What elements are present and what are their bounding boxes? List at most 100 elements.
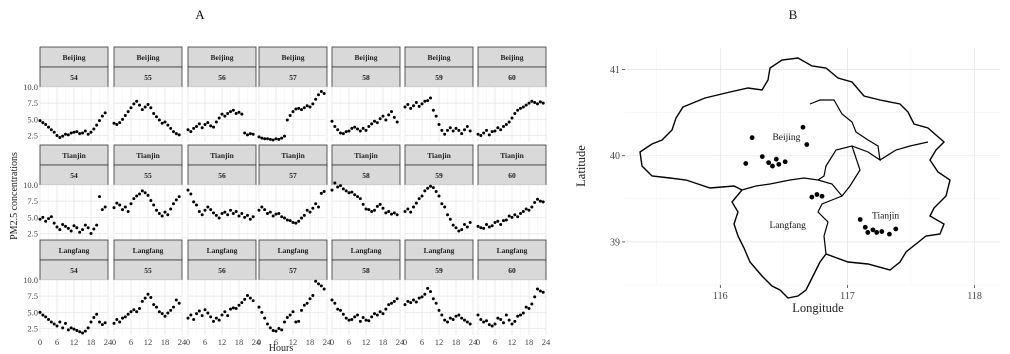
region-label-langfang: Langfang (770, 220, 807, 231)
x-tick-label: 24 (469, 337, 478, 347)
data-point (485, 128, 488, 132)
facet-region-label: Tianjin (62, 151, 86, 160)
data-point (288, 219, 292, 223)
data-point (414, 201, 418, 205)
data-point (446, 320, 449, 324)
data-point (155, 208, 158, 212)
data-point (192, 200, 196, 204)
data-point (115, 123, 119, 127)
x-tick-label: 12 (435, 337, 444, 347)
data-point (330, 119, 334, 123)
data-point (300, 216, 303, 220)
data-point (353, 193, 357, 197)
data-point (69, 131, 73, 135)
data-point (283, 134, 286, 138)
facet-day-label: 60 (508, 73, 516, 82)
data-point (123, 205, 127, 209)
data-point (155, 115, 158, 119)
x-tick-label: 0 (186, 337, 190, 347)
data-point (373, 312, 376, 316)
data-point (248, 217, 252, 221)
data-point (160, 121, 164, 125)
data-point (49, 320, 53, 324)
data-point (426, 286, 430, 290)
data-point (174, 198, 178, 202)
data-point (246, 133, 249, 137)
facet-day-label: 54 (70, 171, 78, 180)
map-y-axis-title: Latitude (574, 145, 588, 187)
data-point (353, 125, 357, 129)
data-point (457, 313, 461, 317)
facet-region-label: Beijing (211, 53, 234, 62)
data-point (115, 317, 119, 321)
data-point (266, 211, 269, 215)
data-point (507, 120, 511, 124)
data-point (146, 193, 150, 197)
facet-panel: Beijing 54 (38, 46, 109, 142)
data-point (44, 219, 48, 223)
data-point (314, 279, 318, 283)
facet-region-label: Beijing (137, 53, 160, 62)
data-point (64, 224, 67, 228)
data-point (437, 194, 441, 198)
data-point (98, 320, 101, 324)
data-point (291, 221, 295, 225)
data-point (223, 310, 227, 314)
data-point (61, 222, 65, 226)
x-tick-label: 6 (129, 337, 133, 347)
data-point (251, 215, 255, 219)
data-point (311, 102, 315, 106)
data-point (541, 101, 545, 105)
data-point (240, 112, 244, 116)
data-point (482, 226, 486, 230)
data-point (135, 310, 139, 314)
station-point (804, 142, 810, 147)
map-x-tick-label: 117 (840, 291, 855, 302)
data-point (266, 322, 269, 326)
data-point (52, 221, 56, 225)
data-point (52, 130, 56, 134)
data-point (92, 127, 96, 131)
data-point (384, 118, 388, 122)
y-tick-label: 5.0 (27, 307, 38, 317)
data-point (409, 106, 413, 110)
data-point (420, 102, 424, 106)
data-point (516, 314, 520, 318)
map-gridlines (625, 48, 1000, 286)
data-point (118, 203, 122, 207)
data-point (297, 219, 301, 223)
data-point (364, 318, 368, 322)
data-point (454, 126, 458, 130)
y-tick-label: 7.5 (27, 98, 38, 108)
x-tick-label: 24 (178, 337, 187, 347)
data-point (248, 132, 252, 136)
data-point (212, 319, 215, 323)
data-point (417, 296, 421, 300)
data-point (499, 317, 503, 321)
data-point (387, 210, 391, 214)
data-point (240, 301, 244, 305)
data-point (55, 134, 59, 138)
data-point (132, 308, 136, 312)
data-point (524, 305, 528, 309)
facet-day-label: 57 (289, 73, 297, 82)
station-point (819, 193, 825, 199)
x-tick-label: 0 (476, 337, 480, 347)
data-point (291, 110, 295, 114)
data-point (112, 121, 116, 125)
facet-day-label: 55 (144, 171, 152, 180)
facet-day-label: 59 (435, 73, 443, 82)
data-point (530, 302, 534, 306)
data-point (426, 99, 430, 103)
data-point (86, 226, 90, 230)
station-point (870, 227, 876, 233)
y-tick-label: 7.5 (27, 196, 38, 206)
data-point (317, 93, 320, 97)
data-point (502, 124, 505, 128)
data-point (443, 318, 447, 322)
data-point (294, 320, 298, 324)
station-point (809, 194, 815, 200)
data-point (163, 120, 167, 124)
facet-region-label: Langfang (278, 246, 309, 255)
data-point (98, 119, 101, 123)
